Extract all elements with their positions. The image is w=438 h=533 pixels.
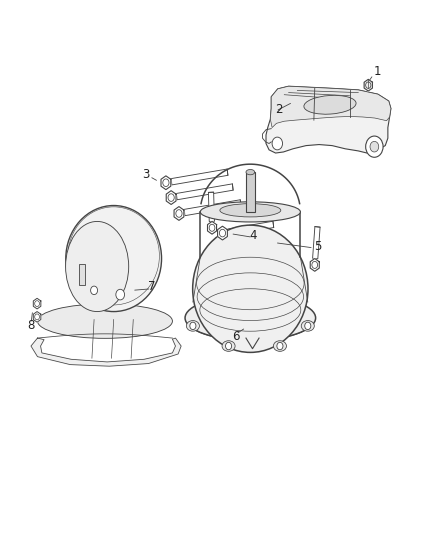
Polygon shape xyxy=(270,86,391,127)
Ellipse shape xyxy=(273,341,286,351)
Ellipse shape xyxy=(246,169,254,175)
Polygon shape xyxy=(174,207,184,220)
Text: 7: 7 xyxy=(148,280,155,293)
Polygon shape xyxy=(161,176,171,190)
Circle shape xyxy=(272,137,283,150)
Polygon shape xyxy=(184,200,241,216)
Polygon shape xyxy=(310,259,319,271)
Ellipse shape xyxy=(301,320,314,331)
Circle shape xyxy=(366,136,383,157)
Ellipse shape xyxy=(200,302,300,334)
Circle shape xyxy=(91,286,98,295)
Text: 4: 4 xyxy=(249,229,257,242)
Circle shape xyxy=(370,141,379,152)
Circle shape xyxy=(277,342,283,350)
Ellipse shape xyxy=(66,221,129,312)
Polygon shape xyxy=(166,191,176,205)
Ellipse shape xyxy=(222,341,235,351)
Circle shape xyxy=(116,289,124,300)
Text: 6: 6 xyxy=(232,330,239,343)
Polygon shape xyxy=(177,184,233,200)
Polygon shape xyxy=(266,86,391,153)
Ellipse shape xyxy=(38,304,173,338)
Polygon shape xyxy=(218,226,227,240)
Polygon shape xyxy=(31,338,181,366)
Circle shape xyxy=(190,322,196,329)
Text: 8: 8 xyxy=(27,319,35,333)
Circle shape xyxy=(226,342,232,350)
Text: 3: 3 xyxy=(142,168,149,181)
Polygon shape xyxy=(33,312,41,322)
Ellipse shape xyxy=(186,320,199,331)
Polygon shape xyxy=(313,227,320,259)
Polygon shape xyxy=(364,79,372,91)
Ellipse shape xyxy=(193,225,308,352)
Bar xyxy=(246,172,254,212)
Circle shape xyxy=(305,322,311,329)
Polygon shape xyxy=(208,192,215,222)
Polygon shape xyxy=(33,298,41,309)
Polygon shape xyxy=(171,169,228,185)
Text: 2: 2 xyxy=(276,103,283,116)
Ellipse shape xyxy=(304,95,356,114)
Polygon shape xyxy=(208,221,216,234)
Ellipse shape xyxy=(200,202,300,222)
Text: 5: 5 xyxy=(314,240,322,253)
Text: 1: 1 xyxy=(374,65,381,78)
Ellipse shape xyxy=(66,206,162,312)
Ellipse shape xyxy=(185,295,316,341)
Bar xyxy=(79,264,85,285)
Polygon shape xyxy=(228,221,274,235)
Ellipse shape xyxy=(220,204,281,217)
